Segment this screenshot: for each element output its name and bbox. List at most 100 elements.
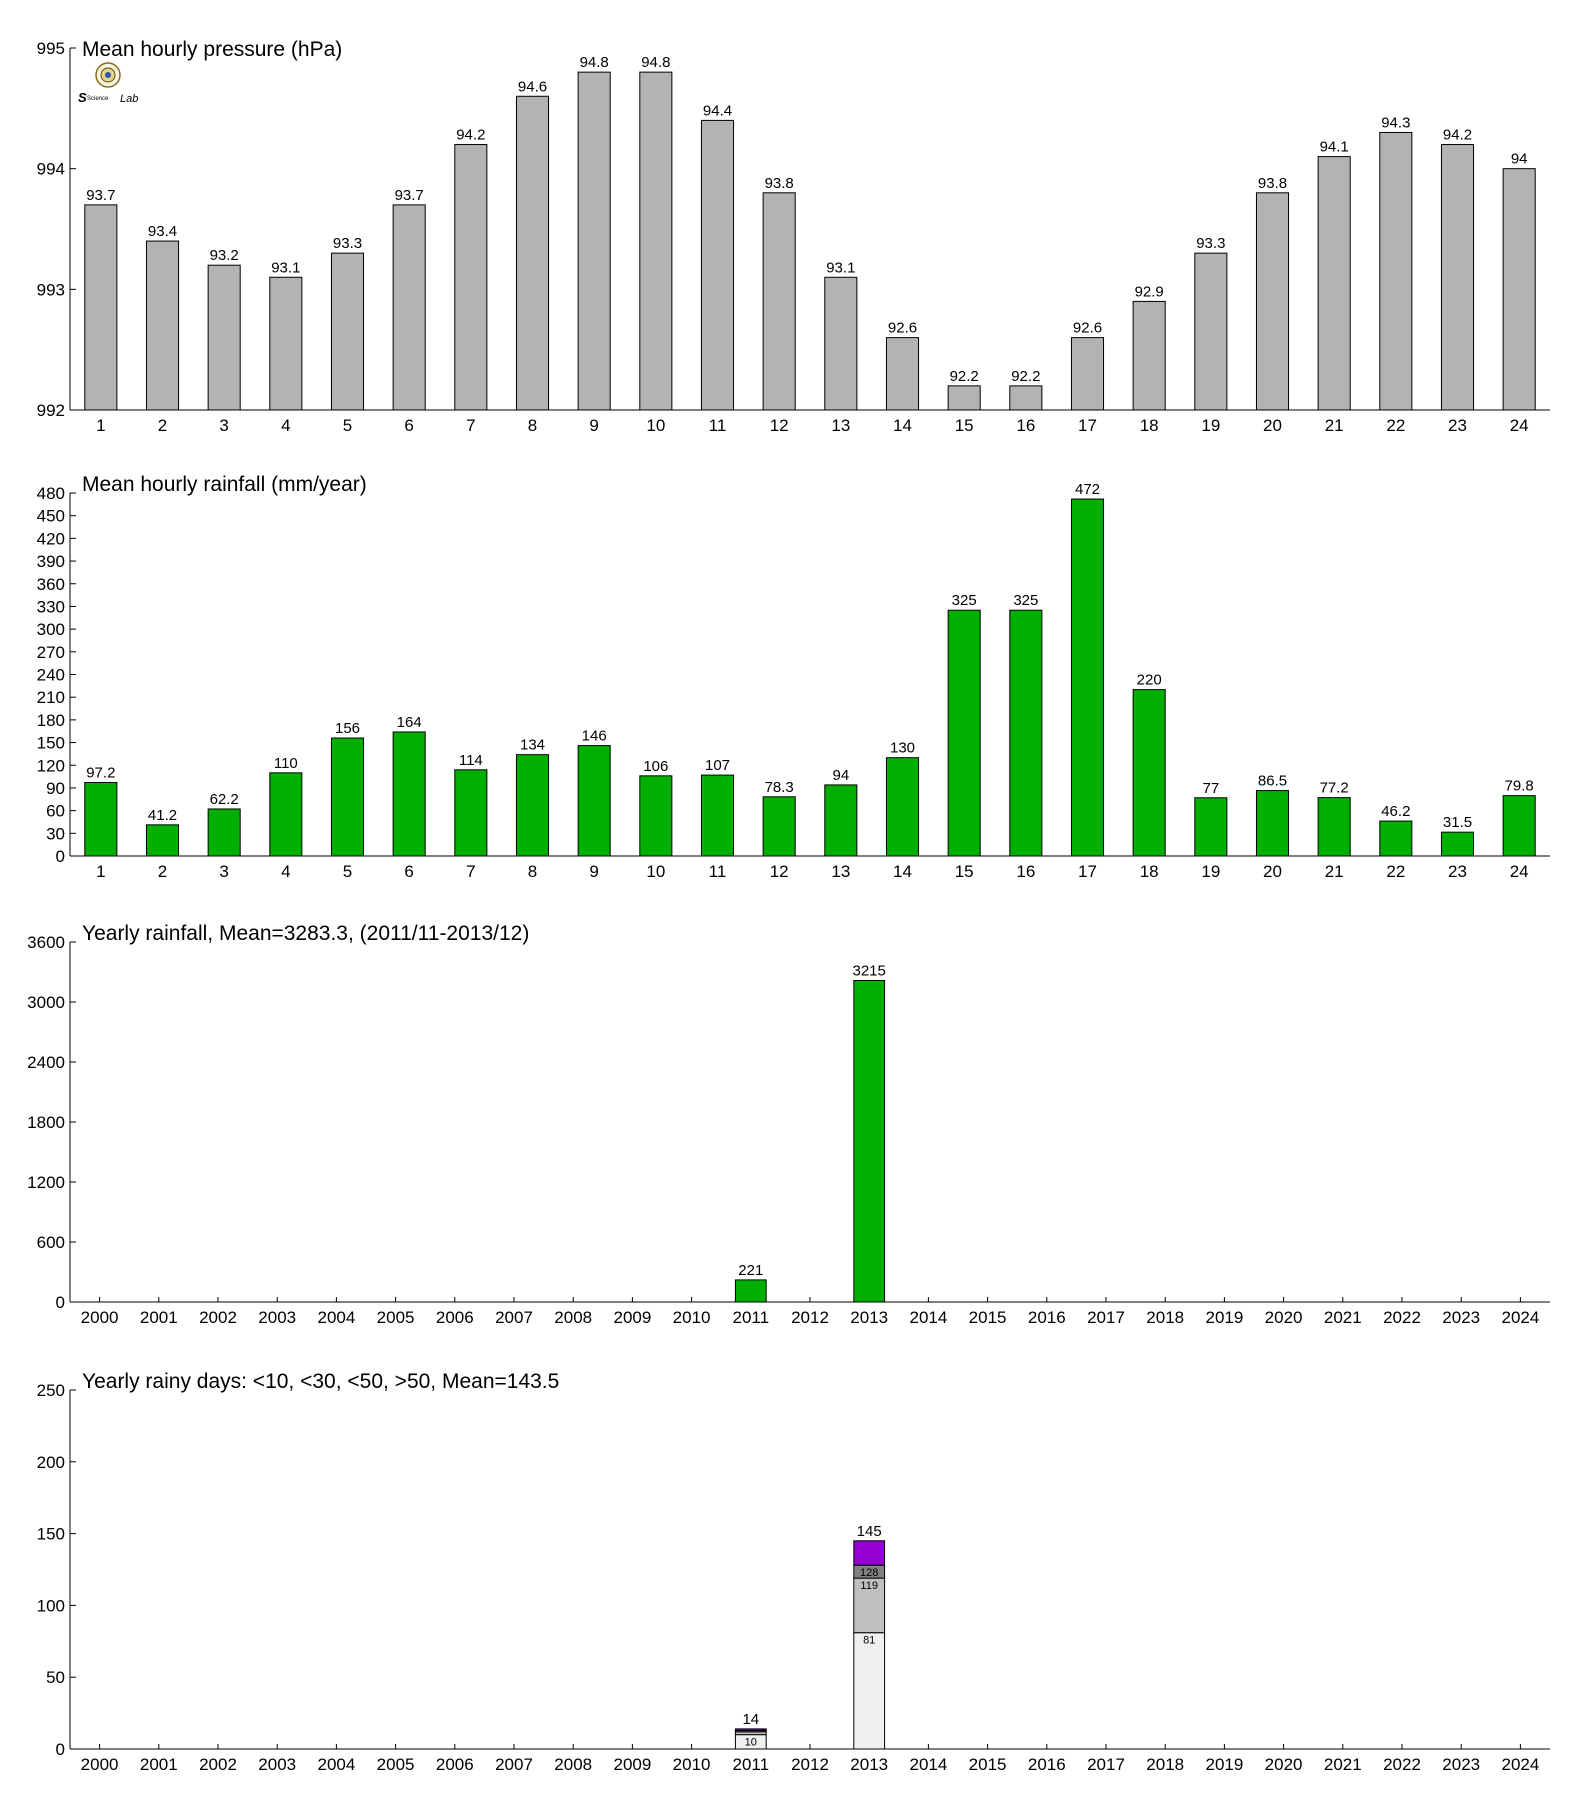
- bar: [1317, 797, 1351, 857]
- stack-segment-label: 10: [745, 1737, 757, 1749]
- x-tick-label: 23: [1448, 862, 1467, 881]
- bar-value-label: 94.8: [641, 54, 670, 71]
- x-tick-label: 3: [219, 862, 228, 881]
- x-tick-label: 2002: [199, 1755, 237, 1774]
- y-tick-label: 0: [56, 1740, 65, 1759]
- bar-value-label: 97.2: [86, 764, 115, 781]
- x-tick-label: 2010: [673, 1308, 711, 1327]
- x-tick-label: 24: [1510, 416, 1529, 435]
- bar: [1502, 168, 1536, 411]
- x-tick-label: 2017: [1087, 1755, 1125, 1774]
- x-tick-label: 15: [955, 862, 974, 881]
- stack-segment: [853, 1540, 886, 1566]
- bar-value-label: 325: [1013, 592, 1038, 609]
- x-tick-label: 2022: [1383, 1308, 1421, 1327]
- x-tick-label: 2: [158, 416, 167, 435]
- x-tick-label: 3: [219, 416, 228, 435]
- bar: [84, 204, 118, 411]
- x-tick-label: 8: [528, 416, 537, 435]
- bar-value-label: 110: [274, 755, 298, 772]
- x-tick-label: 2011: [733, 1308, 770, 1327]
- x-tick-label: 2015: [969, 1308, 1007, 1327]
- x-tick-label: 2010: [673, 1755, 711, 1774]
- stack-segment: [734, 1728, 767, 1731]
- x-tick-label: 2: [158, 862, 167, 881]
- bar-value-label: 106: [643, 758, 668, 775]
- y-tick-label: 993: [37, 280, 65, 299]
- bar: [1379, 131, 1413, 411]
- x-tick-label: 2014: [909, 1755, 947, 1774]
- bar: [1132, 689, 1166, 857]
- x-tick-label: 2005: [377, 1308, 415, 1327]
- bar: [1255, 790, 1290, 857]
- y-tick-label: 120: [37, 756, 65, 775]
- y-tick-label: 300: [37, 620, 65, 639]
- y-tick-label: 992: [37, 401, 65, 420]
- x-tick-label: 2011: [733, 1755, 770, 1774]
- bar: [1502, 795, 1536, 857]
- bar-value-label: 130: [890, 740, 915, 757]
- x-tick-label: 2009: [613, 1308, 651, 1327]
- x-tick-label: 20: [1263, 862, 1282, 881]
- x-tick-label: 20: [1263, 416, 1282, 435]
- bar: [1379, 820, 1413, 857]
- bar: [454, 769, 488, 857]
- bar-value-label: 79.8: [1505, 778, 1534, 795]
- x-tick-label: 2006: [436, 1308, 474, 1327]
- x-tick-label: 22: [1386, 416, 1405, 435]
- x-tick-label: 8: [528, 862, 537, 881]
- y-tick-label: 3600: [27, 933, 65, 952]
- bar-value-label: 94.3: [1381, 114, 1410, 131]
- x-tick-label: 13: [831, 416, 850, 435]
- x-tick-label: 4: [281, 862, 290, 881]
- bar-value-label: 325: [952, 592, 977, 609]
- x-tick-label: 16: [1016, 416, 1035, 435]
- bar: [824, 276, 858, 411]
- x-tick-label: 13: [831, 862, 850, 881]
- x-tick-label: 2002: [199, 1308, 237, 1327]
- y-tick-label: 200: [37, 1453, 65, 1472]
- bar-value-label: 93.1: [271, 259, 300, 276]
- bar-value-label: 77: [1202, 780, 1219, 797]
- x-tick-label: 12: [770, 862, 789, 881]
- bar: [824, 784, 858, 857]
- x-tick-label: 6: [404, 862, 413, 881]
- x-tick-label: 11: [709, 862, 727, 881]
- bar-value-label: 94.2: [1443, 127, 1472, 144]
- x-tick-label: 2019: [1205, 1755, 1243, 1774]
- x-tick-label: 16: [1016, 862, 1035, 881]
- bar: [145, 240, 180, 411]
- bar-value-label: 92.2: [950, 368, 979, 385]
- x-tick-label: 7: [466, 416, 475, 435]
- bar: [885, 337, 920, 411]
- bar: [330, 252, 365, 411]
- x-tick-label: 2023: [1442, 1755, 1480, 1774]
- x-tick-label: 12: [770, 416, 789, 435]
- x-tick-label: 2003: [258, 1755, 296, 1774]
- x-tick-label: 14: [893, 416, 912, 435]
- x-tick-label: 2021: [1324, 1308, 1362, 1327]
- bar: [639, 775, 673, 857]
- y-tick-label: 330: [37, 597, 65, 616]
- bar-value-label: 3215: [853, 963, 886, 980]
- y-tick-label: 360: [37, 575, 65, 594]
- y-tick-label: 210: [37, 688, 65, 707]
- x-tick-label: 2020: [1265, 1755, 1303, 1774]
- bar: [1070, 498, 1105, 857]
- bar-value-label: 31.5: [1443, 814, 1472, 831]
- bar: [853, 980, 886, 1303]
- bar-value-label: 62.2: [210, 791, 239, 808]
- x-tick-label: 2021: [1324, 1755, 1362, 1774]
- yearly-rainfall-chart-title: Yearly rainfall, Mean=3283.3, (2011/11-2…: [82, 922, 529, 945]
- bar: [392, 204, 426, 411]
- x-tick-label: 2020: [1265, 1308, 1303, 1327]
- bar: [1255, 192, 1290, 411]
- pressure-chart-title: Mean hourly pressure (hPa): [82, 38, 342, 61]
- x-tick-label: 2008: [554, 1755, 592, 1774]
- hourly-rainfall-chart: Mean hourly rainfall (mm/year) 030609012…: [37, 473, 1550, 881]
- bar-value-label: 164: [397, 714, 422, 731]
- bar: [515, 95, 550, 411]
- hourly-rainfall-chart-title: Mean hourly rainfall (mm/year): [82, 473, 367, 496]
- bar-value-label: 92.6: [888, 320, 917, 337]
- x-tick-label: 2016: [1028, 1755, 1066, 1774]
